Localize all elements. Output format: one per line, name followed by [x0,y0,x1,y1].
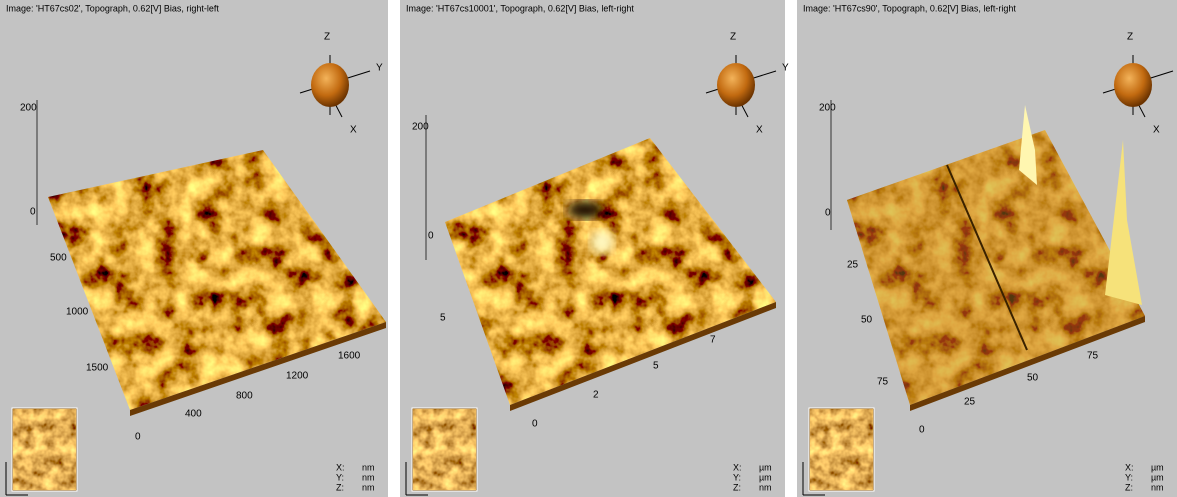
unit-axis: Y: [1125,472,1133,482]
unit-axis: X: [733,462,742,472]
orientation-orb [1114,63,1152,107]
axis-label: 0 [135,432,141,443]
axis-label: 5 [653,361,659,372]
axis-label: 7 [710,335,716,346]
orb-label: Z [1127,32,1133,43]
axis-label: 400 [185,409,202,420]
axis-label: 5 [440,313,446,324]
axis-label: 25 [847,260,859,271]
thumbnail-texture [13,409,76,490]
unit-value: µm [759,472,772,482]
orb-label: X [1153,125,1160,136]
unit-value: nm [362,462,375,472]
unit-axis: X: [1125,462,1134,472]
unit-axis: Z: [336,482,344,492]
axis-label: 75 [877,377,889,388]
orb-label: Y [376,63,383,74]
view-panel: Image: 'HT67cs10001', Topograph, 0.62[V]… [400,0,789,497]
surface-edge [510,302,776,411]
axis-label: 1200 [286,371,309,382]
view-panel: Image: 'HT67cs90', Topograph, 0.62[V] Bi… [797,0,1177,497]
unit-axis: Z: [1125,482,1133,492]
axis-label: 200 [20,103,37,114]
thumbnail-texture [810,409,873,490]
unit-value: nm [362,482,375,492]
panel-title: Image: 'HT67cs90', Topograph, 0.62[V] Bi… [803,3,1016,13]
surface-edge [910,316,1145,411]
unit-axis: Z: [733,482,741,492]
unit-axis: Y: [733,472,741,482]
unit-value: nm [759,482,772,492]
orb-label: Z [324,32,330,43]
unit-value: nm [362,472,375,482]
unit-value: µm [1151,462,1164,472]
axis-label: 0 [919,425,925,436]
dark-spot [567,201,603,219]
axis-label: 800 [236,391,253,402]
axis-label: 1600 [338,351,361,362]
thumbnail-texture [413,409,476,490]
axis-label: 200 [819,103,836,114]
unit-value: µm [1151,472,1164,482]
scan-line [946,164,1028,351]
orb-label: Y [782,63,789,74]
view-panel: Image: 'HT67cs02', Topograph, 0.62[V] Bi… [0,0,388,497]
unit-value: nm [1151,482,1164,492]
bright-spot [590,230,614,254]
orb-label: X [350,125,357,136]
panel-title: Image: 'HT67cs02', Topograph, 0.62[V] Bi… [6,3,219,13]
axis-label: 500 [50,253,67,264]
axis-label: 25 [964,397,976,408]
axis-label: 0 [30,207,36,218]
orientation-orb [717,63,755,107]
axis-label: 0 [825,208,831,219]
axis-label: 50 [1027,373,1039,384]
panel-title: Image: 'HT67cs10001', Topograph, 0.62[V]… [406,3,634,13]
axis-label: 75 [1087,351,1099,362]
unit-axis: X: [336,462,345,472]
axis-label: 1000 [66,307,89,318]
axis-label: 50 [861,315,873,326]
axis-label: 0 [532,419,538,430]
axis-label: 200 [412,122,429,133]
axis-label: 2 [593,390,599,401]
axis-label: 1500 [86,363,109,374]
orb-label: X [756,125,763,136]
spike [1019,105,1037,185]
surface-edge [130,322,386,416]
orb-label: Z [730,32,736,43]
unit-axis: Y: [336,472,344,482]
spike [1105,140,1142,305]
orientation-orb [311,63,349,107]
axis-label: 0 [428,231,434,242]
unit-value: µm [759,462,772,472]
